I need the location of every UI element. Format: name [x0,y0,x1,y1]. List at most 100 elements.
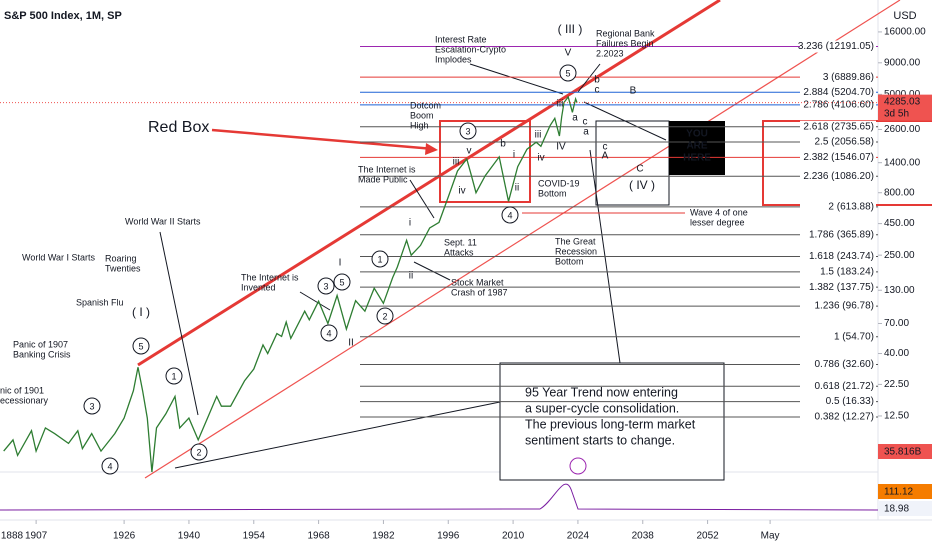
fib-label-bg [800,40,876,53]
wave-label: II [348,338,354,349]
wave-label: I [339,258,342,269]
y-tick-label: 1400.00 [884,157,921,168]
fib-label-bg [800,170,876,183]
annotation: sentiment starts to change. [525,433,675,447]
chart-title: S&P 500 Index, 1M, SP [4,10,122,22]
pointer [583,101,667,141]
wave-label: iii [557,99,564,110]
annotation: Sept. 11 [444,237,477,247]
annotation: Crash of 1987 [451,287,508,297]
wave-circle [559,64,577,82]
wave-circle [165,367,183,385]
fib-label-bg [800,136,876,149]
annotation: Panic of 1907 [13,339,68,349]
annotation: Escalation-Crypto [435,44,506,54]
wave-label: iii [535,130,542,141]
red-arrow [211,128,435,151]
annotation: lesser degree [690,217,745,227]
fib-label-bg [800,380,876,393]
y-tick-label: 22.50 [884,379,909,390]
annotation: Attacks [444,247,474,257]
wave-label: b [500,139,506,150]
y-tick-label: 16000.00 [884,27,926,38]
annotation: Spanish Flu [76,297,124,307]
wave-circle [83,397,101,415]
x-tick-label: 2010 [502,531,525,542]
pointer [469,63,564,95]
annotation: Dotcom [410,100,441,110]
wave-label: c [595,85,600,96]
wave-circle [333,273,351,291]
annotation: a super-cycle consolidation. [525,401,679,415]
fib-label: 0.786 (32.60) [815,359,875,370]
wave-label: 3 [89,401,94,411]
wave-label: a [572,113,578,124]
x-tick-label: 1926 [113,531,136,542]
annotation: Failures Begin [596,38,654,48]
fib-label: 2.884 (5204.70) [803,87,874,98]
x-tick-label: 1907 [25,531,48,542]
fib-label-bg [800,200,876,213]
fib-label: 2.5 (2056.58) [815,137,875,148]
indicator-badge [878,501,932,516]
fib-label: 3.236 (12191.05) [798,41,874,52]
wave-circle [371,250,389,268]
wave-label: a [583,127,589,138]
y-tick-label: 130.00 [884,285,915,296]
annotation: nic of 1901 [0,385,44,395]
channel-bottom [144,0,901,479]
annotation: Implodes [435,54,472,64]
indicator-value: 18.98 [884,504,909,515]
fib-label-bg [800,120,876,133]
price-badge [878,94,932,121]
price-line [3,95,578,473]
wave-label: IV [556,142,566,153]
wave-circle [317,277,335,295]
y-tick-label: 2600.00 [884,124,921,135]
fib-label: 2.236 (1086.20) [803,171,874,182]
fib-label: 0.382 (12.27) [815,412,875,423]
x-tick-label: 1954 [243,531,266,542]
current-price: 4285.03 [884,96,921,107]
wave-circle [132,337,150,355]
wave-label: 5 [565,68,570,78]
indicator-badge [878,484,932,499]
wave-label: 4 [507,210,512,220]
annotation: The previous long-term market [525,417,696,431]
fib-label-bg [800,300,876,313]
wave-label: iv [537,153,544,164]
annotation: Red Box [148,119,209,136]
y-tick-label: 12.50 [884,411,909,422]
red-arrow-head [425,143,438,155]
annotation: Made Public [358,174,408,184]
annotation: World War II Starts [125,216,201,226]
wave-label: iv [458,186,465,197]
y-tick-label: 450.00 [884,218,915,229]
wave-circle [320,324,338,342]
note-box [499,362,725,481]
currency: USD [893,10,916,22]
fib-label-bg [800,98,876,111]
annotation: ( IV ) [629,178,655,192]
annotation: The Great [555,236,596,246]
wave-label: 1 [377,254,382,264]
x-tick-label: 2052 [696,531,719,542]
fib-label: 2.382 (1546.07) [803,152,874,163]
y-tick-label: 70.00 [884,318,909,329]
wave-label: A [602,151,609,162]
annotation: ( I ) [132,305,150,319]
y-tick-label: 800.00 [884,187,915,198]
wave-label: 3 [323,281,328,291]
wave-circle [101,457,119,475]
wave-label: 2 [196,447,201,457]
annotation: Bottom [538,188,567,198]
y-tick-label: 9000.00 [884,57,921,68]
x-tick-label: 1888 [1,531,24,542]
fib-label: 1.786 (365.89) [809,229,874,240]
volume-label: 35.816B [884,447,922,458]
wave-label: 5 [138,341,143,351]
wave-label: c [603,142,608,153]
y-tick-label: 5000.00 [884,89,921,100]
fib-label: 1.618 (243.74) [809,251,874,262]
